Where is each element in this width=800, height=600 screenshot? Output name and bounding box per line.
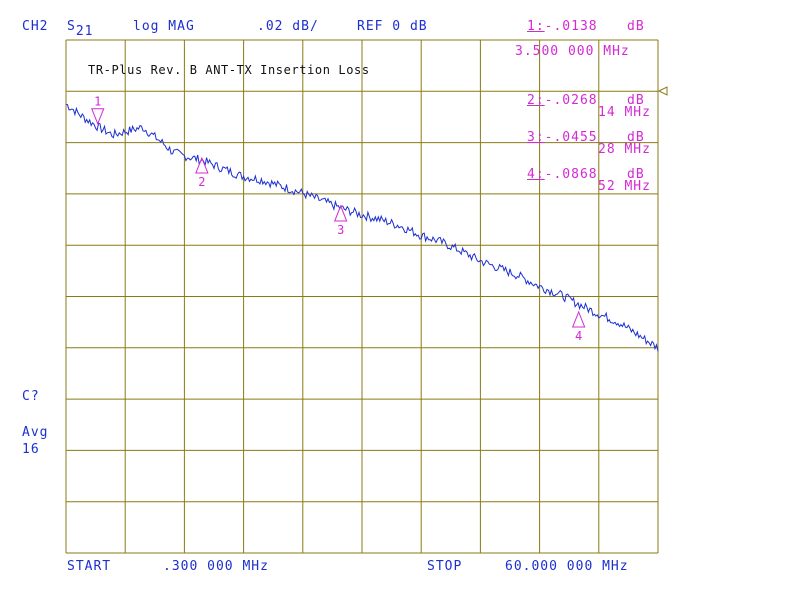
graticule xyxy=(65,39,659,554)
marker-1-frequency: 3.500 000 MHz xyxy=(515,44,630,59)
channel-label: CH2 xyxy=(22,19,49,34)
plot-title: TR-Plus Rev. B ANT-TX Insertion Loss xyxy=(88,63,370,77)
trace-line xyxy=(65,103,659,352)
marker-1-readout-label: 1: xyxy=(527,19,545,34)
marker-2-readout-label: 2: xyxy=(527,93,545,108)
marker-4-number: 4 xyxy=(575,329,582,343)
marker-4-readout-label: 4: xyxy=(527,167,545,182)
marker-4-symbol xyxy=(571,310,586,328)
marker-3-frequency: 28 MHz xyxy=(598,142,651,157)
marker-layer: 1 2 3 4 xyxy=(90,95,586,343)
start-label: START xyxy=(67,559,112,574)
marker-2-symbol xyxy=(195,156,209,174)
scale-label: .02 dB/ xyxy=(257,19,319,34)
marker-1-symbol xyxy=(90,108,105,126)
marker-1-readout: 1:-.0138 dB xyxy=(527,19,644,34)
marker-4-unit: dB xyxy=(627,167,645,182)
marker-3-value: -.0455 xyxy=(544,130,598,145)
marker-3-symbol xyxy=(333,204,348,222)
marker-4-frequency: 52 MHz xyxy=(598,179,651,194)
reference-position-pointer xyxy=(657,86,668,96)
reference-label: REF 0 dB xyxy=(357,19,428,34)
calibration-indicator: C? xyxy=(22,389,40,404)
marker-2-frequency: 14 MHz xyxy=(598,105,651,120)
marker-1-number: 1 xyxy=(94,95,101,109)
marker-1-value: -.0138 xyxy=(544,19,598,34)
stop-label: STOP xyxy=(427,559,463,574)
marker-2-readout: 2:-.0268 dB xyxy=(527,93,644,108)
marker-3-unit: dB xyxy=(627,130,645,145)
marker-3-number: 3 xyxy=(337,223,344,237)
averaging-factor: 16 xyxy=(22,442,40,457)
marker-2-value: -.0268 xyxy=(544,93,598,108)
parameter-subscript: 21 xyxy=(75,24,94,39)
marker-4-value: -.0868 xyxy=(544,167,598,182)
parameter-main: S xyxy=(67,19,76,34)
marker-3-readout-label: 3: xyxy=(527,130,545,145)
marker-1-unit: dB xyxy=(627,19,645,34)
start-frequency: .300 000 MHz xyxy=(163,559,269,574)
stop-frequency: 60.000 000 MHz xyxy=(505,559,629,574)
marker-2-unit: dB xyxy=(627,93,645,108)
parameter-label: S21 xyxy=(67,19,93,38)
marker-4-readout: 4:-.0868 dB xyxy=(527,167,644,182)
format-label: log MAG xyxy=(133,19,195,34)
marker-2-number: 2 xyxy=(198,175,205,189)
marker-3-readout: 3:-.0455 dB xyxy=(527,130,644,145)
averaging-label: Avg xyxy=(22,425,49,440)
